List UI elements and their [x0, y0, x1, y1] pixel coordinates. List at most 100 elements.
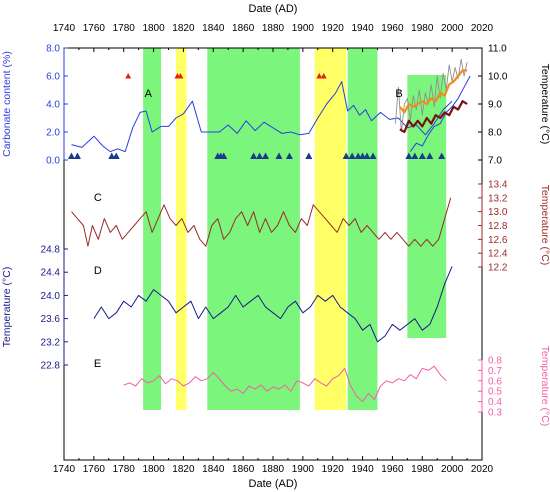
- y-tick-label-tempD: 22.8: [41, 361, 61, 372]
- y-tick-label-tempB: 7.0: [488, 156, 502, 167]
- x-tick-label-bottom: 2020: [471, 464, 494, 475]
- x-tick-label-top: 2020: [471, 23, 494, 34]
- blue-triangle: [418, 152, 426, 159]
- x-tick-label-bottom: 2000: [441, 464, 464, 475]
- series-line-D: [93, 266, 453, 343]
- red-triangle: [316, 73, 323, 79]
- x-axis-bottom: 1740 1760 1780 1800 1820 1840 1860 1880 1900 1920…: [53, 456, 494, 475]
- x-tick-label-bottom: 1920: [322, 464, 345, 475]
- series-line-B_gray: [394, 58, 468, 133]
- blue-triangle: [405, 152, 413, 159]
- y-axis-title-tempC: Temperature (°C): [539, 185, 550, 266]
- red-triangle: [320, 73, 327, 79]
- blue-triangle: [363, 152, 371, 159]
- y-axis-title-carbonate: Carbonate content (%): [1, 51, 13, 157]
- y-tick-label-tempE: 0.3: [488, 408, 502, 419]
- panel-label-A: A: [145, 88, 153, 100]
- blue-triangle: [426, 152, 434, 159]
- x-axis-top: 1740 1760 1780 1800 1820 1840 1860 1880 1900 1920…: [53, 23, 494, 52]
- blue-triangle: [438, 152, 446, 159]
- x-axis-title-top: Date (AD): [249, 3, 298, 15]
- y-tick-label-tempD: 24.0: [41, 291, 61, 302]
- blue-triangle: [220, 152, 228, 159]
- x-tick-label-bottom: 1960: [381, 464, 404, 475]
- y-axis-title-tempB: Temperature (°C): [539, 64, 550, 145]
- blue-triangle: [305, 152, 313, 159]
- x-tick-label-top: 2000: [441, 23, 464, 34]
- x-tick-label-bottom: 1860: [232, 464, 255, 475]
- blue-triangle: [67, 152, 75, 159]
- blue-triangle: [359, 152, 367, 159]
- blue-triangle: [250, 152, 258, 159]
- green-band: [207, 48, 300, 410]
- x-tick-label-bottom: 1980: [411, 464, 434, 475]
- y-tick-label-tempB: 8.0: [488, 128, 502, 139]
- blue-triangle: [275, 152, 283, 159]
- period-bands: [143, 48, 447, 410]
- x-tick-label-top: 1880: [262, 23, 285, 34]
- y-tick-label-tempC: 13.0: [488, 207, 508, 218]
- series-line-C: [71, 197, 452, 247]
- y-tick-label-tempE: 0.8: [488, 356, 502, 367]
- green-band: [143, 48, 162, 410]
- y-tick-label-tempD: 23.6: [41, 314, 61, 325]
- x-tick-label-top: 1940: [351, 23, 374, 34]
- blue-triangle: [285, 152, 293, 159]
- y-tick-label-carbonate: 4.0: [46, 100, 60, 111]
- x-tick-label-bottom: 1900: [292, 464, 315, 475]
- x-tick-label-bottom: 1780: [113, 464, 136, 475]
- blue-triangle: [369, 152, 377, 159]
- panel-label-D: D: [94, 265, 102, 277]
- x-axis-title-bottom: Date (AD): [249, 478, 298, 490]
- x-tick-label-top: 1960: [381, 23, 404, 34]
- y-tick-label-tempD: 24.8: [41, 245, 61, 256]
- series-line-B_blue: [409, 75, 471, 152]
- y-tick-label-carbonate: 2.0: [46, 128, 60, 139]
- blue-triangle: [262, 152, 270, 159]
- x-tick-label-bottom: 1840: [202, 464, 225, 475]
- panel-label-E: E: [94, 358, 101, 370]
- yellow-band: [314, 48, 347, 410]
- y-tick-label-tempC: 12.2: [488, 263, 508, 274]
- series-line-B_orange: [399, 69, 468, 114]
- y-tick-label-tempC: 12.8: [488, 221, 508, 232]
- panel-label-C: C: [94, 192, 102, 204]
- y-tick-label-tempC: 12.6: [488, 235, 508, 246]
- blue-triangle: [112, 152, 120, 159]
- data-series: [71, 58, 471, 403]
- y-tick-label-carbonate: 8.0: [46, 44, 60, 55]
- blue-triangle: [108, 152, 116, 159]
- x-tick-label-bottom: 1760: [83, 464, 106, 475]
- y-tick-label-tempC: 12.4: [488, 249, 508, 260]
- x-tick-label-top: 1920: [322, 23, 345, 34]
- y-tick-label-tempD: 24.4: [41, 268, 61, 279]
- y-tick-label-tempE: 0.5: [488, 387, 502, 398]
- y-tick-label-tempC: 13.4: [488, 180, 508, 191]
- x-tick-label-top: 1840: [202, 23, 225, 34]
- green-band: [347, 48, 378, 410]
- x-tick-label-top: 1780: [113, 23, 136, 34]
- x-tick-label-top: 1760: [83, 23, 106, 34]
- y-tick-label-tempE: 0.4: [488, 397, 502, 408]
- x-tick-label-bottom: 1740: [53, 464, 76, 475]
- series-line-B_dark: [399, 100, 468, 134]
- y-tick-label-tempD: 23.2: [41, 337, 61, 348]
- x-tick-label-bottom: 1880: [262, 464, 285, 475]
- x-tick-label-bottom: 1800: [142, 464, 165, 475]
- x-tick-label-top: 1800: [142, 23, 165, 34]
- blue-triangle: [411, 152, 419, 159]
- blue-triangle: [354, 152, 362, 159]
- y-tick-label-tempE: 0.7: [488, 366, 502, 377]
- yellow-band: [175, 48, 187, 410]
- y-tick-label-tempB: 10.0: [488, 72, 508, 83]
- blue-triangle: [73, 152, 81, 159]
- blue-triangle: [342, 152, 350, 159]
- y-axis-title-tempE: Temperature (°C): [539, 346, 550, 427]
- y-tick-label-tempE: 0.6: [488, 376, 502, 387]
- x-tick-label-top: 1860: [232, 23, 255, 34]
- series-line-A: [71, 81, 453, 153]
- series-line-E: [123, 365, 447, 403]
- x-tick-label-top: 1980: [411, 23, 434, 34]
- panel-label-B: B: [395, 88, 402, 100]
